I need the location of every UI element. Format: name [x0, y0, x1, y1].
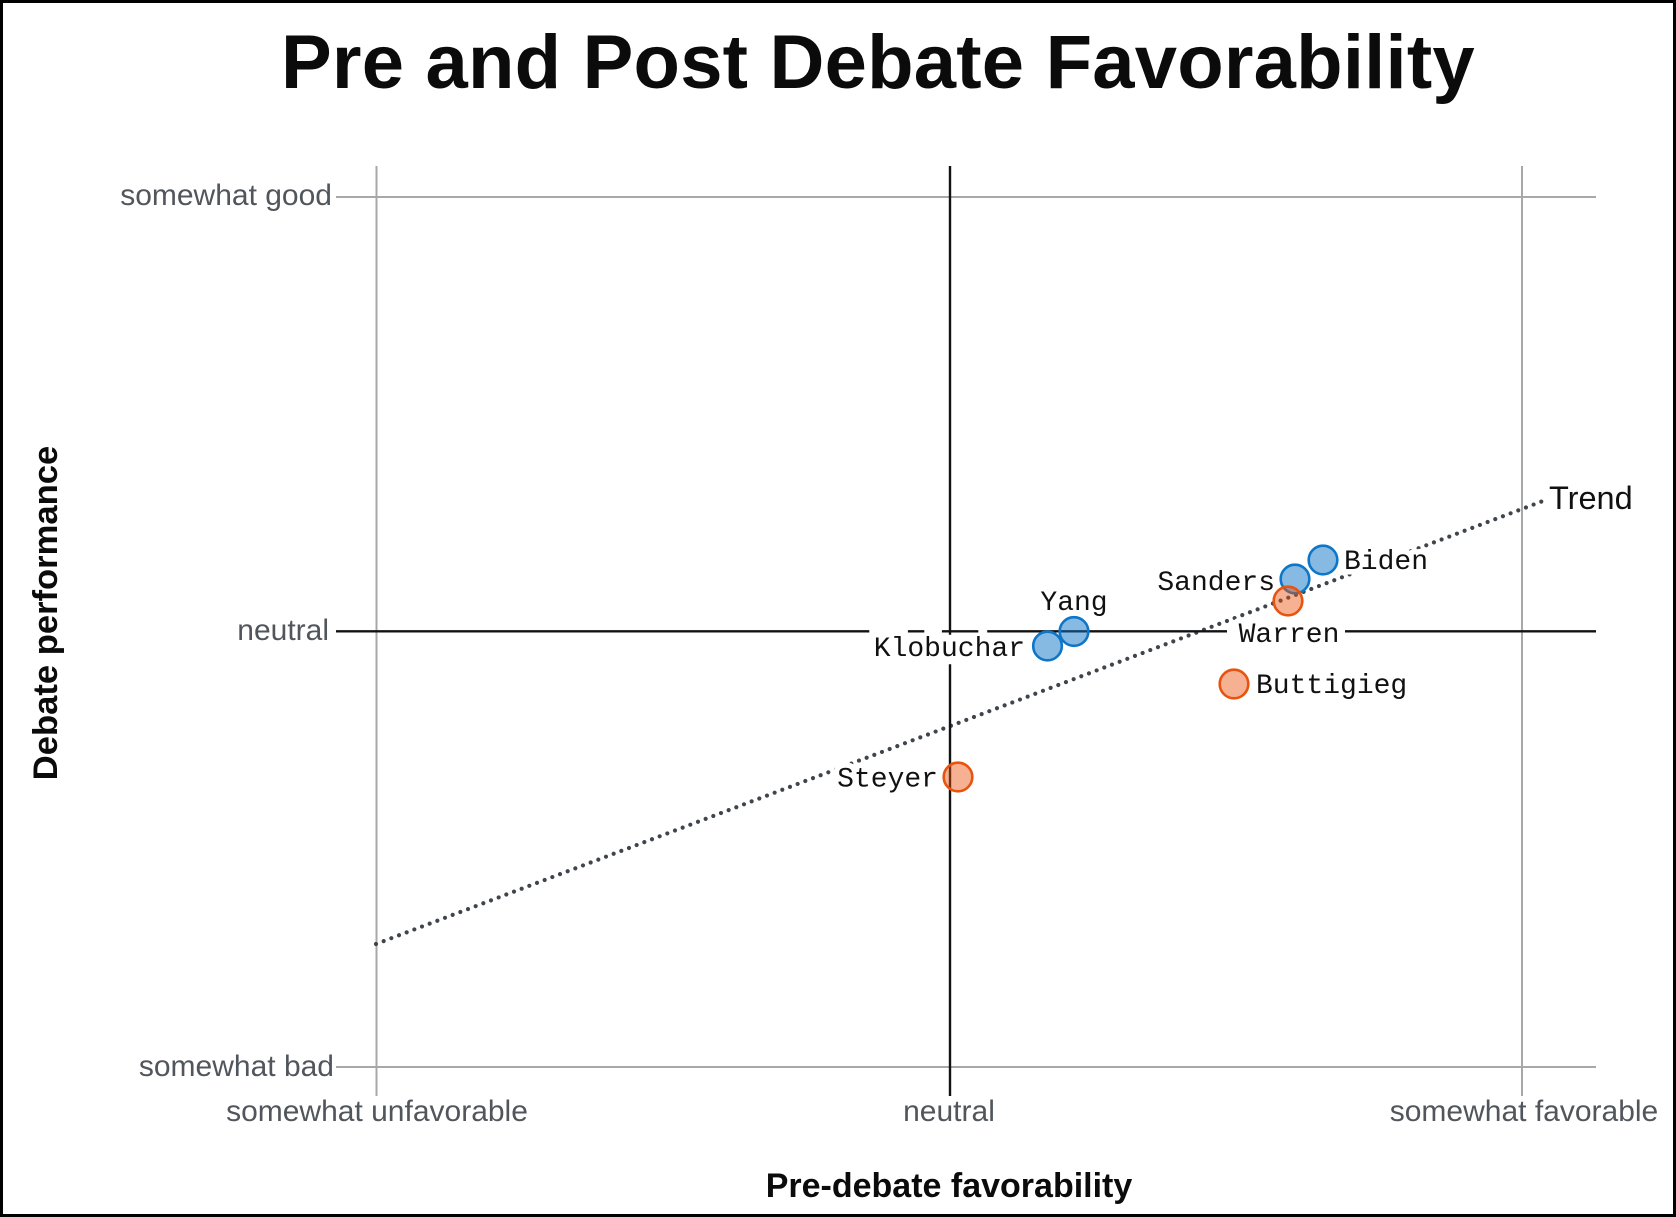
svg-text:Yang: Yang: [1040, 588, 1107, 619]
svg-text:Trend: Trend: [1549, 480, 1633, 516]
svg-text:Buttigieg: Buttigieg: [1256, 671, 1407, 702]
svg-text:Biden: Biden: [1344, 547, 1428, 578]
svg-text:Warren: Warren: [1239, 620, 1340, 651]
svg-text:neutral: neutral: [903, 1095, 995, 1128]
svg-text:somewhat good: somewhat good: [120, 179, 332, 212]
svg-text:somewhat favorable: somewhat favorable: [1390, 1095, 1658, 1128]
svg-text:Sanders: Sanders: [1157, 568, 1275, 599]
svg-text:somewhat bad: somewhat bad: [139, 1050, 334, 1083]
svg-text:Debate performance: Debate performance: [27, 446, 65, 780]
svg-text:somewhat unfavorable: somewhat unfavorable: [226, 1095, 528, 1128]
svg-text:Pre and Post Debate Favorabili: Pre and Post Debate Favorability: [281, 20, 1475, 105]
svg-text:Steyer: Steyer: [837, 765, 938, 796]
svg-text:Pre-debate favorability: Pre-debate favorability: [766, 1167, 1133, 1205]
svg-text:neutral: neutral: [237, 614, 329, 647]
svg-text:Klobuchar: Klobuchar: [874, 634, 1025, 665]
